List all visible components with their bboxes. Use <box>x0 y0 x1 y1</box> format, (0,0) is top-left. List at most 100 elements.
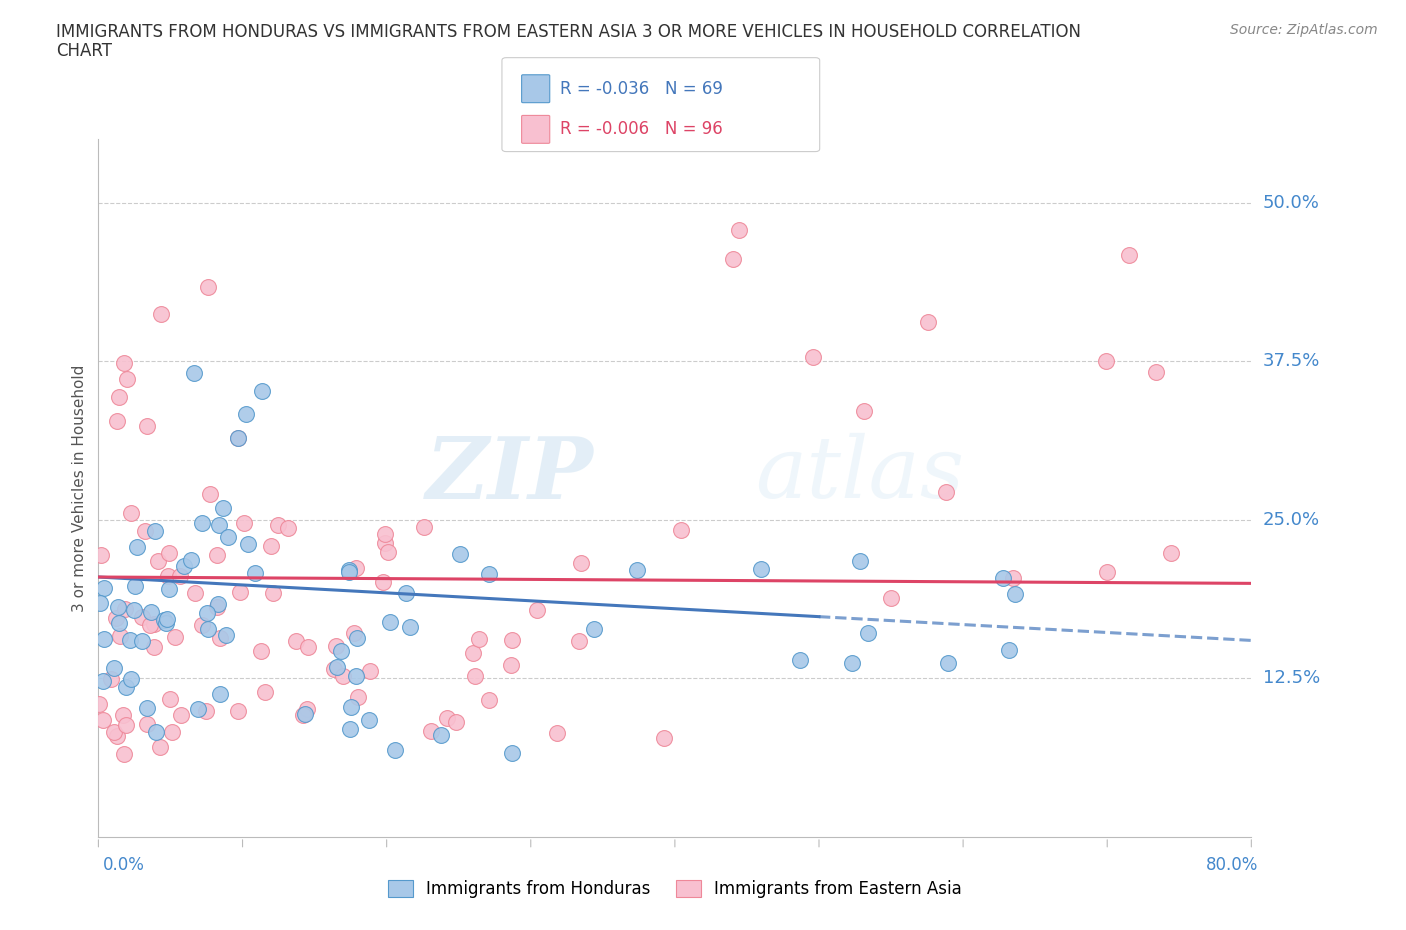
Point <box>384 742 406 757</box>
Point <box>380 615 402 630</box>
Point <box>461 645 484 660</box>
Point <box>124 578 146 593</box>
Point <box>118 632 141 647</box>
Point <box>143 524 166 538</box>
Point <box>359 664 381 679</box>
Point <box>232 515 254 530</box>
Text: CHART: CHART <box>56 42 112 60</box>
Point <box>277 521 299 536</box>
Point <box>209 631 232 645</box>
Point <box>856 625 879 640</box>
Point <box>501 632 523 647</box>
Point <box>183 365 205 380</box>
Point <box>879 591 901 605</box>
Point <box>155 616 177 631</box>
Point <box>250 384 273 399</box>
Point <box>749 562 772 577</box>
Point <box>420 724 443 738</box>
Point <box>215 628 238 643</box>
Point <box>671 523 693 538</box>
Point <box>371 574 394 589</box>
Point <box>207 548 229 563</box>
Point <box>187 701 209 716</box>
Point <box>197 605 219 620</box>
Point <box>156 611 179 626</box>
Point <box>195 703 218 718</box>
Point <box>326 659 349 674</box>
Point <box>131 633 153 648</box>
Point <box>325 638 347 653</box>
Point <box>467 631 489 646</box>
Point <box>153 612 176 627</box>
Point <box>115 680 138 695</box>
Point <box>134 524 156 538</box>
Point <box>208 517 231 532</box>
Point <box>143 640 166 655</box>
Text: R = -0.006   N = 96: R = -0.006 N = 96 <box>560 120 723 139</box>
Point <box>208 687 231 702</box>
Point <box>801 350 824 365</box>
Point <box>100 672 122 687</box>
Point <box>323 662 346 677</box>
Point <box>226 704 249 719</box>
Y-axis label: 3 or more Vehicles in Household: 3 or more Vehicles in Household <box>72 365 87 612</box>
Point <box>91 674 114 689</box>
Text: atlas: atlas <box>755 433 965 515</box>
Point <box>478 692 501 707</box>
Point <box>1004 586 1026 601</box>
Point <box>399 619 422 634</box>
Point <box>359 712 381 727</box>
Point <box>107 600 129 615</box>
Text: 12.5%: 12.5% <box>1263 670 1320 687</box>
Point <box>117 372 139 387</box>
Point <box>108 390 131 405</box>
Point <box>139 618 162 632</box>
Point <box>917 314 939 329</box>
Point <box>546 725 568 740</box>
Point <box>464 669 486 684</box>
Point <box>344 668 367 683</box>
Point <box>430 727 453 742</box>
Point <box>374 526 396 541</box>
Point <box>143 617 166 631</box>
Point <box>297 702 319 717</box>
Point <box>1002 571 1025 586</box>
Point <box>93 580 115 595</box>
Point <box>936 656 959 671</box>
Point <box>267 518 290 533</box>
Point <box>165 630 187 644</box>
Point <box>340 699 363 714</box>
Point <box>626 562 648 577</box>
Text: Source: ZipAtlas.com: Source: ZipAtlas.com <box>1230 23 1378 37</box>
Point <box>191 515 214 530</box>
Point <box>337 565 360 580</box>
Point <box>136 717 159 732</box>
Point <box>169 568 191 583</box>
Text: R = -0.036   N = 69: R = -0.036 N = 69 <box>560 80 723 98</box>
Point <box>285 633 308 648</box>
Point <box>173 559 195 574</box>
Point <box>150 307 173 322</box>
Point <box>105 414 128 429</box>
Point <box>1094 353 1116 368</box>
Point <box>226 431 249 445</box>
Point <box>112 355 135 370</box>
Point <box>149 739 172 754</box>
Point <box>444 715 467 730</box>
Point <box>103 660 125 675</box>
Point <box>145 724 167 739</box>
Point <box>105 728 128 743</box>
Point <box>120 505 142 520</box>
Point <box>124 603 146 618</box>
Point <box>200 487 222 502</box>
Point <box>157 581 180 596</box>
Point <box>935 485 957 499</box>
Point <box>159 691 181 706</box>
Text: 50.0%: 50.0% <box>1263 194 1320 212</box>
Point <box>103 724 125 739</box>
Point <box>1160 546 1182 561</box>
Point <box>228 585 250 600</box>
Point <box>1118 247 1140 262</box>
Point <box>413 520 436 535</box>
Point <box>478 566 501 581</box>
